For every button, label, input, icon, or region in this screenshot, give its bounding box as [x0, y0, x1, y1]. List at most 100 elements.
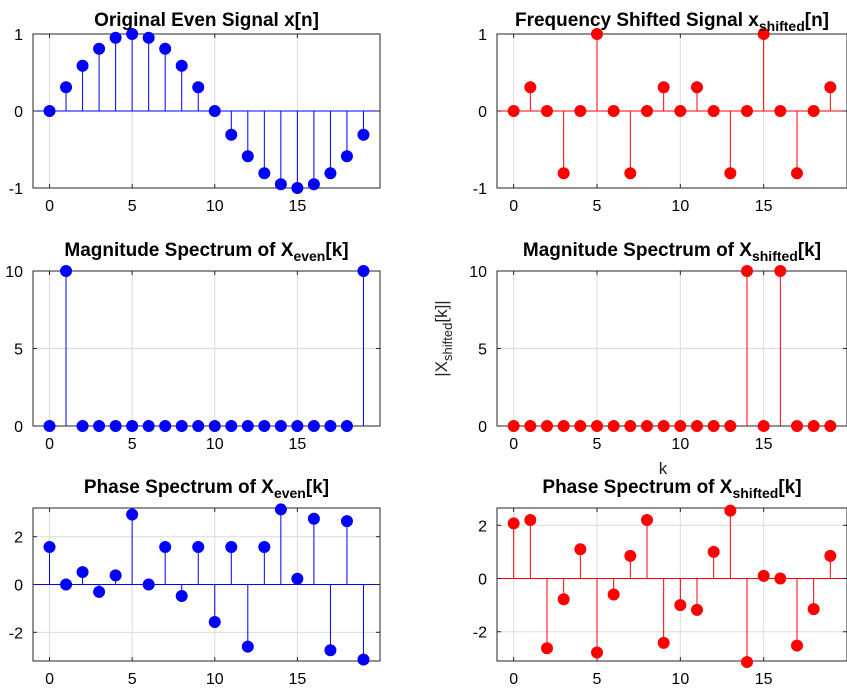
y-tick-label: 10	[5, 264, 23, 281]
stem-marker	[624, 549, 637, 562]
stem-marker	[357, 128, 370, 141]
x-tick-label: 10	[671, 671, 689, 688]
stem-marker	[43, 105, 56, 117]
axes-frame	[496, 507, 847, 662]
stem-marker	[324, 420, 337, 432]
stem-marker	[774, 265, 787, 277]
stem-marker	[707, 420, 720, 432]
y-tick-label: 5	[14, 342, 23, 359]
stem-marker	[109, 569, 122, 582]
stem-marker	[507, 517, 520, 530]
stem-marker	[225, 128, 238, 141]
stem-marker	[691, 420, 703, 432]
x-axis-label: k	[659, 459, 668, 478]
stem-marker	[624, 420, 637, 432]
y-tick-label: -2	[473, 625, 487, 642]
stem-marker	[307, 512, 320, 525]
stem-marker	[76, 59, 89, 72]
stem-marker	[340, 150, 353, 163]
stem-marker	[724, 167, 737, 180]
stem-marker	[674, 599, 687, 612]
stem-marker	[208, 616, 221, 629]
stem-marker	[557, 593, 570, 606]
stem-marker	[340, 420, 353, 432]
x-tick-label: 10	[206, 198, 224, 215]
stem-marker	[707, 545, 720, 558]
stem-marker	[142, 420, 155, 432]
stem-marker	[159, 42, 172, 55]
stem-marker	[241, 640, 254, 653]
y-tick-label: 0	[478, 572, 487, 589]
stem-marker	[258, 420, 271, 432]
stem-marker	[159, 420, 172, 432]
stem-marker	[657, 636, 670, 649]
x-tick-label: 10	[206, 671, 224, 688]
y-tick-label: 5	[478, 342, 487, 359]
x-tick-label: 15	[755, 671, 773, 688]
stem-marker	[757, 420, 770, 432]
stem-marker	[607, 105, 620, 117]
stem-marker	[557, 420, 570, 432]
stem-marker	[307, 420, 320, 432]
stem-marker	[824, 549, 837, 562]
y-tick-label: 0	[478, 104, 487, 121]
stem-marker	[258, 540, 271, 553]
stem-marker	[641, 105, 653, 117]
stem-marker	[674, 105, 687, 117]
chart-title: Magnitude Spectrum of Xshifted[k]	[523, 240, 821, 264]
chart-title: Magnitude Spectrum of Xeven[k]	[64, 240, 348, 264]
x-tick-label: 0	[509, 671, 518, 688]
stem-marker	[824, 81, 837, 94]
stem-marker	[691, 81, 703, 94]
x-tick-label: 0	[509, 436, 518, 453]
stem-marker	[307, 178, 320, 191]
stem-marker	[291, 420, 304, 432]
x-tick-label: 10	[206, 436, 224, 453]
stem-marker	[674, 420, 687, 432]
x-tick-label: 0	[45, 671, 54, 688]
y-tick-label: 2	[14, 530, 23, 547]
stem-marker	[641, 420, 653, 432]
x-tick-label: 15	[288, 436, 306, 453]
x-tick-label: 5	[593, 436, 602, 453]
y-tick-label: 1	[14, 27, 23, 44]
stem-marker	[641, 513, 653, 526]
stem-marker	[60, 578, 73, 591]
chart-title: Phase Spectrum of Xeven[k]	[84, 477, 329, 501]
stem-marker	[524, 513, 537, 526]
stem-marker	[93, 420, 106, 432]
stem-marker	[624, 167, 637, 180]
stem-marker	[724, 420, 737, 432]
stem-marker	[175, 589, 188, 602]
stem-marker	[142, 31, 155, 44]
stem-marker	[591, 28, 603, 40]
stem-marker	[192, 540, 205, 553]
stem-marker	[340, 515, 353, 528]
chart-p3: 0 5 10 15 0 5 10 Magnitude Spectrum of Xeven[k]	[5, 240, 381, 453]
stem-marker	[258, 167, 271, 180]
chart-p1: 0 5 10 15 -1 0 1 Original Even Signal x[n]	[9, 10, 381, 215]
stem-marker	[607, 588, 620, 601]
stem-marker	[274, 420, 287, 432]
stem-marker	[93, 585, 106, 598]
stem-marker	[60, 265, 73, 277]
y-tick-label: -1	[473, 181, 487, 198]
chart-p2: 0 5 10 15 -1 0 1 Frequency Shifted Signal xshif…	[473, 10, 847, 215]
x-tick-label: 5	[593, 671, 602, 688]
stem-marker	[741, 265, 753, 277]
stem-marker	[691, 603, 703, 616]
stem-marker	[807, 603, 820, 616]
stem-marker	[274, 503, 287, 516]
stem-marker	[241, 420, 254, 432]
stem-marker	[109, 420, 122, 432]
stem-marker	[274, 178, 287, 191]
stem-marker	[241, 150, 254, 163]
stem-marker	[757, 569, 770, 582]
stem-marker	[126, 28, 139, 40]
y-tick-label: 0	[14, 104, 23, 121]
stem-marker	[291, 182, 304, 194]
stem-marker	[357, 653, 370, 666]
stem-marker	[791, 639, 803, 652]
stem-marker	[541, 105, 553, 117]
